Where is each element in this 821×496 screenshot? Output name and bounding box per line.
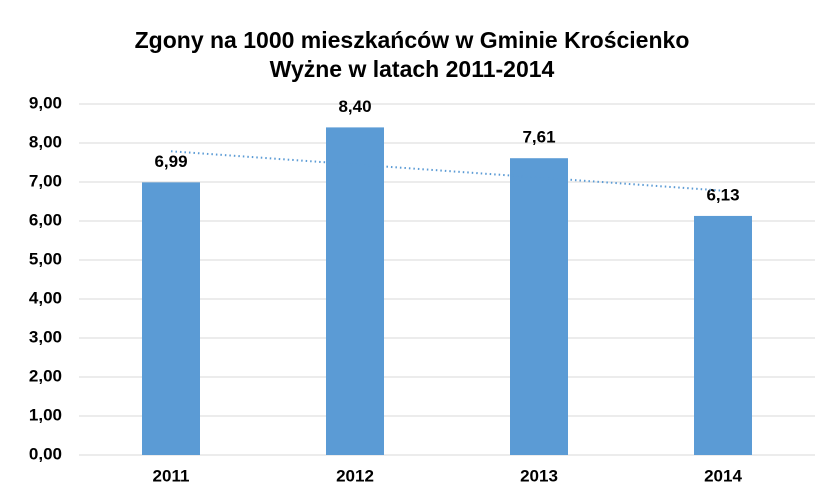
y-tick-label: 6,00 (29, 210, 62, 229)
value-label: 8,40 (338, 97, 371, 116)
x-tick-label: 2011 (153, 466, 190, 485)
y-tick-label: 8,00 (29, 132, 62, 151)
x-tick-label: 2013 (520, 466, 558, 485)
y-tick-label: 2,00 (29, 366, 62, 385)
y-tick-label: 5,00 (29, 249, 62, 268)
bar (694, 215, 752, 455)
chart-title: Zgony na 1000 mieszkańców w Gminie Krośc… (135, 27, 690, 53)
y-tick-label: 1,00 (29, 405, 62, 424)
y-tick-label: 0,00 (29, 444, 62, 463)
bar (142, 182, 200, 455)
y-tick-label: 3,00 (29, 327, 62, 346)
y-tick-label: 4,00 (29, 288, 62, 307)
value-label: 6,13 (706, 185, 739, 204)
chart-title: Wyżne w latach 2011-2014 (270, 56, 555, 82)
bar (326, 127, 384, 456)
value-label: 7,61 (522, 128, 555, 147)
y-tick-label: 7,00 (29, 171, 62, 190)
x-tick-label: 2012 (336, 466, 374, 485)
y-tick-label: 9,00 (29, 93, 62, 112)
bar (510, 158, 568, 455)
value-label: 6,99 (154, 152, 187, 171)
x-tick-label: 2014 (704, 466, 742, 485)
